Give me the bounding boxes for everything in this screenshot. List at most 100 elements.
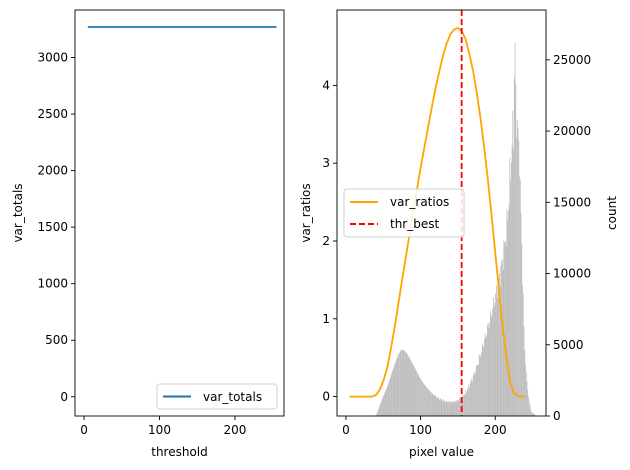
histogram-bar (434, 395, 435, 416)
histogram-bar (466, 392, 467, 416)
histogram-bar (513, 76, 515, 416)
histogram-bar (525, 363, 526, 416)
histogram-bar (376, 413, 378, 416)
right-y2-tick-label-2: 10000 (553, 267, 591, 281)
histogram-bar (498, 277, 500, 416)
histogram-bar (448, 400, 450, 416)
histogram-bar (442, 401, 444, 416)
histogram-bar (382, 397, 384, 416)
histogram-bar (425, 385, 426, 416)
right-x-tick-label-2: 200 (484, 423, 507, 437)
histogram-bar (513, 149, 514, 416)
histogram-bar (490, 315, 492, 416)
histogram-bar (393, 365, 395, 416)
histogram-bar (495, 285, 497, 416)
right-y-axis: 0 1 2 3 4 (322, 78, 337, 404)
left-x-tick-label-0: 0 (80, 423, 88, 437)
histogram-bar (469, 387, 470, 416)
histogram-bar (521, 243, 523, 416)
left-plot-frame (74, 9, 285, 417)
left-x-tick-label-2: 200 (224, 423, 247, 437)
histogram-bar (441, 400, 443, 416)
histogram-bar (450, 401, 452, 416)
histogram-bar (488, 328, 490, 416)
histogram-bar (514, 42, 516, 416)
histogram-bar (432, 394, 434, 416)
histogram-bar (474, 372, 476, 416)
histogram-bar (472, 381, 473, 416)
histogram-bar (509, 157, 511, 416)
histogram-bar (531, 412, 532, 416)
histogram-bar (409, 358, 411, 416)
histogram-bar (456, 399, 458, 416)
histogram-bar (419, 378, 421, 416)
histogram-bar (498, 273, 500, 416)
histogram-bar (411, 362, 413, 416)
histogram-bar (457, 399, 459, 416)
histogram-bar (534, 414, 535, 416)
histogram-bar (448, 401, 450, 416)
histogram-bar (435, 395, 437, 416)
histogram-bar (408, 357, 410, 416)
histogram-bar (417, 373, 419, 416)
right-y-axis-label: var_ratios (299, 183, 313, 242)
histogram-bar (386, 388, 388, 416)
right-legend-label-var-ratios: var_ratios (390, 195, 449, 209)
histogram-bar (400, 350, 402, 416)
right-y-tick-label-3: 3 (322, 156, 330, 170)
histogram-bar (379, 405, 381, 416)
histogram-bar (425, 386, 427, 416)
histogram-bar (460, 398, 461, 416)
histogram-bar (506, 209, 508, 416)
histogram-bar (501, 259, 503, 416)
right-y2-tick-label-5: 25000 (553, 53, 591, 67)
histogram-bar (478, 354, 480, 416)
histogram-bar (378, 409, 379, 416)
histogram-bar (527, 390, 529, 416)
histogram-bar (495, 293, 497, 416)
left-legend-box (156, 383, 278, 410)
histogram-bar (504, 242, 505, 416)
histogram-bar (431, 392, 432, 416)
histogram-bar (476, 364, 478, 416)
histogram-bar (463, 394, 465, 416)
left-x-tick-label-1: 100 (148, 423, 171, 437)
histogram-bar (388, 381, 390, 416)
histogram-bar (508, 204, 510, 416)
histogram-bar (520, 213, 522, 416)
histogram-bar (493, 307, 495, 416)
histogram-bar (455, 402, 457, 416)
histogram-bar (489, 322, 491, 416)
histogram-bar (392, 370, 394, 416)
histogram-bar (528, 401, 530, 416)
histogram-bar (462, 394, 464, 416)
histogram-bar (440, 399, 442, 416)
histogram-bar (396, 357, 398, 416)
right-x-axis: 0 100 200 (342, 416, 507, 437)
histogram-bar (406, 353, 408, 416)
histogram-bar (504, 241, 506, 416)
histogram-bar (484, 339, 485, 416)
histogram-bar (454, 401, 455, 416)
histogram-bar (422, 381, 423, 416)
histogram-bar (475, 366, 477, 416)
histogram-bar (407, 355, 409, 416)
histogram-bar (468, 384, 470, 416)
histogram-bar (404, 351, 406, 416)
histogram-bar (511, 145, 513, 416)
histogram-bar (451, 401, 452, 416)
histogram-bar (430, 391, 432, 416)
right-y2-tick-label-1: 5000 (553, 338, 584, 352)
histogram-bar (533, 413, 535, 416)
histogram-bar (500, 265, 502, 416)
right-y-tick-label-4: 4 (322, 78, 330, 92)
histogram-bar (469, 383, 471, 416)
histogram-bars (375, 42, 537, 417)
histogram-bar (407, 354, 408, 416)
left-y-axis: 0 500 1000 1500 2000 2500 3000 (37, 50, 75, 404)
histogram-bar (492, 308, 494, 416)
histogram-bar (510, 162, 512, 416)
histogram-bar (475, 374, 476, 416)
right-plot-frame (336, 9, 547, 417)
